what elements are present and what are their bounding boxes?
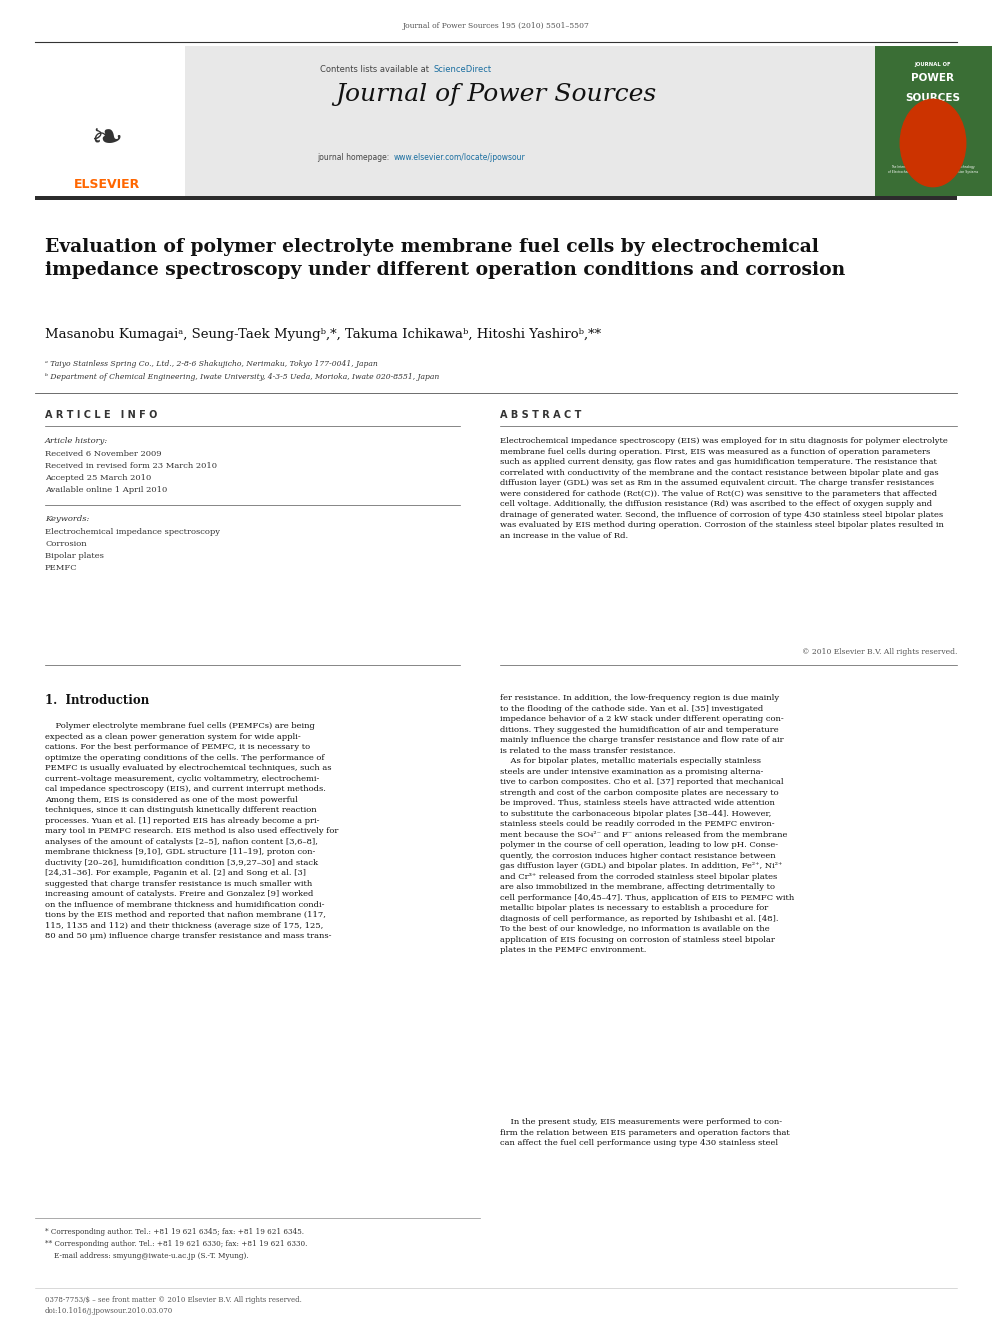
Text: Electrochemical impedance spectroscopy: Electrochemical impedance spectroscopy	[45, 528, 220, 536]
Text: The International Journal of the Science and Technology
of Electrochemical Energ: The International Journal of the Science…	[888, 165, 978, 173]
Text: Available online 1 April 2010: Available online 1 April 2010	[45, 486, 168, 493]
Text: © 2010 Elsevier B.V. All rights reserved.: © 2010 Elsevier B.V. All rights reserved…	[802, 648, 957, 656]
Text: ᵇ Department of Chemical Engineering, Iwate University, 4-3-5 Ueda, Morioka, Iwa: ᵇ Department of Chemical Engineering, Iw…	[45, 373, 439, 381]
Circle shape	[901, 99, 966, 187]
Text: Received 6 November 2009: Received 6 November 2009	[45, 450, 162, 458]
Text: Corrosion: Corrosion	[45, 540, 86, 548]
Text: * Corresponding author. Tel.: +81 19 621 6345; fax: +81 19 621 6345.: * Corresponding author. Tel.: +81 19 621…	[45, 1228, 304, 1236]
Text: Contents lists available at: Contents lists available at	[319, 65, 432, 74]
Text: Polymer electrolyte membrane fuel cells (PEMFCs) are being
expected as a clean p: Polymer electrolyte membrane fuel cells …	[45, 722, 338, 941]
Text: Electrochemical impedance spectroscopy (EIS) was employed for in situ diagnosis : Electrochemical impedance spectroscopy (…	[500, 437, 947, 540]
Text: Journal of Power Sources: Journal of Power Sources	[335, 83, 657, 106]
Bar	[875, 46, 992, 196]
Text: ScienceDirect: ScienceDirect	[434, 65, 492, 74]
Text: fer resistance. In addition, the low-frequency region is due mainly
to the flood: fer resistance. In addition, the low-fre…	[500, 695, 795, 954]
Bar	[35, 196, 957, 200]
Text: Accepted 25 March 2010: Accepted 25 March 2010	[45, 474, 151, 482]
Text: In the present study, EIS measurements were performed to con-
firm the relation : In the present study, EIS measurements w…	[500, 1118, 790, 1147]
Text: E-mail address: smyung@iwate-u.ac.jp (S.-T. Myung).: E-mail address: smyung@iwate-u.ac.jp (S.…	[45, 1252, 249, 1259]
Text: JOURNAL OF: JOURNAL OF	[915, 62, 951, 67]
Text: Evaluation of polymer electrolyte membrane fuel cells by electrochemical
impedan: Evaluation of polymer electrolyte membra…	[45, 238, 845, 279]
Text: Masanobu Kumagaiᵃ, Seung-Taek Myungᵇ,*, Takuma Ichikawaᵇ, Hitoshi Yashiroᵇ,**: Masanobu Kumagaiᵃ, Seung-Taek Myungᵇ,*, …	[45, 328, 601, 341]
Bar	[185, 46, 875, 196]
Text: Bipolar plates: Bipolar plates	[45, 552, 104, 560]
Text: 1.  Introduction: 1. Introduction	[45, 695, 149, 706]
Text: 0378-7753/$ – see front matter © 2010 Elsevier B.V. All rights reserved.
doi:10.: 0378-7753/$ – see front matter © 2010 El…	[45, 1297, 302, 1315]
Text: PEMFC: PEMFC	[45, 564, 77, 572]
Text: POWER: POWER	[912, 73, 954, 83]
Text: www.elsevier.com/locate/jpowsour: www.elsevier.com/locate/jpowsour	[394, 153, 526, 161]
Text: Journal of Power Sources 195 (2010) 5501–5507: Journal of Power Sources 195 (2010) 5501…	[403, 22, 589, 30]
Text: Keywords:: Keywords:	[45, 515, 89, 523]
Text: SOURCES: SOURCES	[906, 93, 960, 103]
Text: ** Corresponding author. Tel.: +81 19 621 6330; fax: +81 19 621 6330.: ** Corresponding author. Tel.: +81 19 62…	[45, 1240, 308, 1248]
Text: Received in revised form 23 March 2010: Received in revised form 23 March 2010	[45, 462, 217, 470]
Text: journal homepage:: journal homepage:	[317, 153, 392, 161]
Text: A B S T R A C T: A B S T R A C T	[500, 410, 581, 419]
Text: ELSEVIER: ELSEVIER	[73, 179, 140, 191]
Text: ❧: ❧	[90, 120, 123, 157]
Text: A R T I C L E   I N F O: A R T I C L E I N F O	[45, 410, 158, 419]
Text: Article history:: Article history:	[45, 437, 108, 445]
Text: ᵃ Taiyo Stainless Spring Co., Ltd., 2-8-6 Shakujicho, Nerimaku, Tokyo 177-0041, : ᵃ Taiyo Stainless Spring Co., Ltd., 2-8-…	[45, 360, 378, 368]
